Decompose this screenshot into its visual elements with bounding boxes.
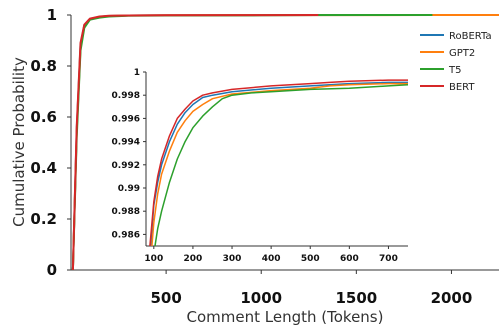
- y-tick-label: 0.998: [112, 91, 140, 101]
- y-tick-label: 0.2: [30, 210, 57, 228]
- y-tick-label: 1: [47, 6, 57, 24]
- x-tick-label: 400: [262, 254, 281, 264]
- series-line-gpt2: [151, 82, 408, 247]
- x-tick-label: 500: [150, 289, 181, 307]
- y-tick-label: 0.6: [30, 108, 57, 126]
- legend-label-gpt2: GPT2: [449, 48, 475, 59]
- x-tick-label: 500: [301, 254, 320, 264]
- y-tick-label: 0.994: [112, 138, 140, 148]
- y-tick-label: 0.99: [118, 184, 140, 194]
- y-tick-label: 0.988: [112, 207, 140, 217]
- x-tick-label: 2000: [431, 289, 473, 307]
- y-tick-label: 0.996: [112, 114, 140, 124]
- y-tick-label: 0.986: [112, 230, 140, 240]
- x-tick-label: 300: [223, 254, 242, 264]
- inset-ticks: 100 200 300 400 500 600 700 0.986 0.988 0.99 0.992…: [112, 68, 398, 264]
- series-line-bert: [71, 14, 319, 271]
- series-line-bert: [149, 79, 408, 247]
- x-tick-label: 600: [340, 254, 359, 264]
- y-axis-label: Cumulative Probability: [10, 57, 28, 227]
- series-line-roberta: [149, 81, 408, 247]
- x-tick-label: 700: [379, 254, 398, 264]
- x-axis-label: Comment Length (Tokens): [187, 308, 384, 326]
- inset-lines: [149, 79, 409, 247]
- series-line-t5: [154, 84, 409, 247]
- x-tick-label: 200: [184, 254, 203, 264]
- y-tick-label: 0.4: [30, 159, 57, 177]
- legend-label-t5: T5: [448, 65, 461, 76]
- y-tick-label: 0.992: [112, 161, 140, 171]
- x-tick-label: 1000: [240, 289, 282, 307]
- legend-label-roberta: RoBERTa: [449, 31, 492, 42]
- inset-background: [146, 72, 408, 246]
- y-tick-label: 1: [134, 68, 140, 78]
- y-tick-label: 0: [47, 261, 57, 279]
- legend-label-bert: BERT: [449, 82, 475, 93]
- x-tick-label: 100: [144, 254, 163, 264]
- x-tick-label: 1500: [335, 289, 377, 307]
- legend: RoBERTa GPT2 T5 BERT: [420, 31, 492, 93]
- main-lines: [71, 14, 499, 271]
- y-tick-label: 0.8: [30, 57, 57, 75]
